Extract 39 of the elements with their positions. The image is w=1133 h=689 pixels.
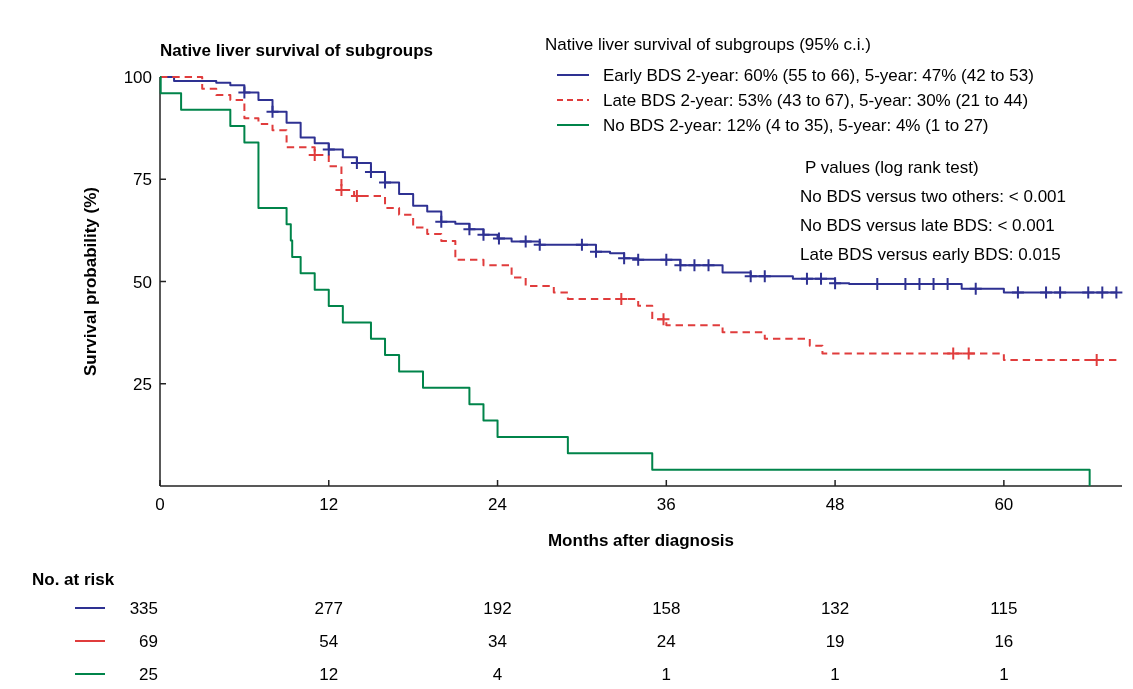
annotation: No BDS versus two others: < 0.001 [800,187,1066,206]
x-tick-label: 12 [319,495,339,514]
text: 19 [825,632,845,651]
legend-label: No BDS 2-year: 12% (4 to 35), 5-year: 4% (1 to 27) [603,116,989,135]
annotation: No BDS versus late BDS: < 0.001 [800,216,1055,235]
x-axis-title: Months after diagnosis [547,531,735,550]
text: 4 [492,665,503,684]
text: 69 [139,632,158,651]
text: 158 [652,599,681,618]
text: 115 [990,599,1018,618]
x-tick-label: 36 [656,495,676,514]
text: 1 [999,665,1009,684]
chart-title: Native liver survival of subgroups [160,41,434,60]
text: 12 [319,665,339,684]
legend-label: Late BDS 2-year: 53% (43 to 67), 5-year: 30% (21 to 44) [603,91,1029,110]
y-tick-label: 50 [133,272,152,292]
x-tick-label: 24 [488,495,507,514]
annotation: P values (log rank test) [805,158,979,177]
text: 34 [488,632,507,651]
text: 192 [483,599,512,618]
text: No. at risk [32,570,115,589]
text: 1 [830,665,840,684]
text: 54 [319,632,339,651]
text: 24 [656,632,676,651]
y-tick-label: 75 [133,170,152,190]
legend-title: Native liver survival of subgroups (95% c.i.) [545,35,871,54]
text: 277 [314,599,343,618]
legend-label: Early BDS 2-year: 60% (55 to 66), 5-year: 47% (42 to 53) [603,66,1034,85]
text: 132 [820,599,850,618]
x-tick-label: 0 [155,495,165,514]
text: 1 [661,665,672,684]
x-tick-label: 60 [994,495,1014,514]
y-tick-label: 25 [133,374,152,394]
x-tick-label: 48 [825,495,845,514]
y-axis-title: Survival probability (%) [81,187,100,376]
annotation: Late BDS versus early BDS: 0.015 [800,245,1061,264]
text: 335 [129,599,158,618]
y-tick-label: 100 [123,68,152,87]
text: 16 [994,632,1014,651]
